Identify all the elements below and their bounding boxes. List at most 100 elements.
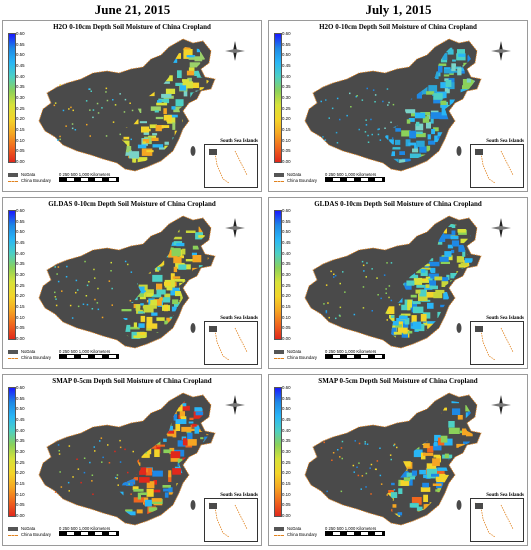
moisture-cell (142, 139, 150, 144)
moisture-cell (465, 135, 472, 138)
moisture-cell (70, 106, 72, 109)
moisture-cell (377, 128, 379, 131)
moisture-cell (473, 110, 475, 115)
moisture-cell (416, 284, 427, 288)
moisture-cell (464, 289, 471, 293)
moisture-cell (207, 291, 209, 296)
moisture-cell (462, 428, 472, 436)
colorbar-tick-label: 0.20 (16, 470, 25, 476)
moisture-cell (350, 106, 352, 108)
moisture-cell (211, 467, 219, 474)
moisture-cell (451, 493, 462, 499)
moisture-cell (473, 276, 475, 284)
moisture-cell (432, 339, 440, 340)
moisture-cell (65, 276, 68, 278)
moisture-cell (401, 221, 410, 223)
moisture-cell (325, 284, 328, 286)
moisture-cell (451, 224, 456, 228)
moisture-cell (416, 91, 422, 99)
moisture-cell (57, 266, 60, 268)
nodata-label: NoData (21, 172, 36, 177)
moisture-cell (410, 294, 417, 298)
moisture-cell (54, 291, 56, 294)
colorbar-tick-label: 0.00 (16, 513, 25, 518)
moisture-cell (149, 224, 156, 230)
moisture-cell (124, 448, 126, 451)
moisture-cell (430, 112, 442, 119)
moisture-cell (435, 240, 443, 245)
moisture-cell (459, 485, 466, 490)
moisture-cell (325, 310, 328, 312)
moisture-cell (440, 82, 450, 89)
moisture-cell (193, 284, 203, 287)
moisture-cell (388, 412, 393, 421)
moisture-cell (210, 234, 216, 238)
moisture-cell (448, 421, 455, 428)
moisture-cell (448, 135, 457, 143)
moisture-cell (138, 323, 145, 328)
moisture-cell (427, 445, 434, 453)
moisture-cell (442, 407, 447, 411)
moisture-cell (457, 67, 462, 76)
moisture-cell (451, 401, 459, 404)
moisture-cell (213, 115, 223, 120)
moisture-cell (457, 125, 464, 129)
moisture-cell (122, 47, 129, 52)
moisture-cell (114, 341, 119, 343)
moisture-cell (205, 243, 209, 248)
moisture-cell (96, 302, 99, 304)
moisture-cell (403, 477, 411, 482)
colorbar-ticks: 0.60 0.55 0.50 0.45 0.40 0.35 0.30 0.25 0.20 0.15… (16, 208, 38, 342)
moisture-cell (153, 480, 157, 485)
colorbar-tick-label: 0.40 (282, 250, 291, 256)
moisture-cell (154, 110, 159, 113)
moisture-cell (152, 274, 163, 282)
moisture-cell (428, 278, 433, 281)
moisture-cell (339, 456, 341, 458)
colorbar-tick-label: 0.00 (16, 159, 25, 164)
moisture-cell (174, 154, 183, 158)
colorbar-tick-label: 0.00 (282, 159, 291, 164)
moisture-cell (164, 75, 173, 82)
moisture-cell (101, 107, 103, 109)
moisture-cell (386, 494, 388, 496)
colorbar-tick-label: 0.15 (282, 304, 291, 309)
moisture-cell (174, 302, 183, 307)
compass-icon (225, 41, 245, 61)
moisture-cell (423, 474, 429, 479)
moisture-cell (411, 315, 417, 323)
colorbar-tick-label: 0.25 (16, 282, 25, 288)
moisture-cell (89, 461, 91, 464)
moisture-cell (463, 479, 468, 483)
moisture-cell (189, 291, 195, 297)
moisture-cell (181, 488, 185, 494)
moisture-cell (455, 516, 466, 517)
moisture-cell (385, 56, 392, 59)
moisture-cell (461, 319, 467, 327)
moisture-cell (123, 324, 131, 332)
moisture-cell (119, 133, 121, 136)
moisture-cell (152, 344, 155, 347)
moisture-cell (183, 512, 192, 517)
island (190, 323, 196, 333)
moisture-cell (148, 48, 159, 56)
moisture-cell (186, 163, 194, 167)
south-sea-inset (204, 321, 258, 365)
moisture-cell (150, 106, 161, 111)
moisture-cell (393, 59, 402, 66)
moisture-cell (142, 141, 146, 144)
nodata-swatch (274, 173, 284, 177)
moisture-cell (352, 464, 355, 467)
moisture-cell (156, 289, 166, 295)
moisture-cell (472, 456, 475, 459)
moisture-cell (54, 296, 57, 298)
moisture-cell (409, 130, 417, 139)
moisture-cell (186, 108, 197, 116)
moisture-cell (401, 158, 411, 163)
moisture-cell (190, 297, 198, 302)
moisture-cell (462, 250, 466, 257)
moisture-cell (116, 477, 118, 480)
moisture-cell (153, 299, 162, 306)
moisture-cell (340, 490, 343, 493)
moisture-cell (94, 450, 96, 452)
